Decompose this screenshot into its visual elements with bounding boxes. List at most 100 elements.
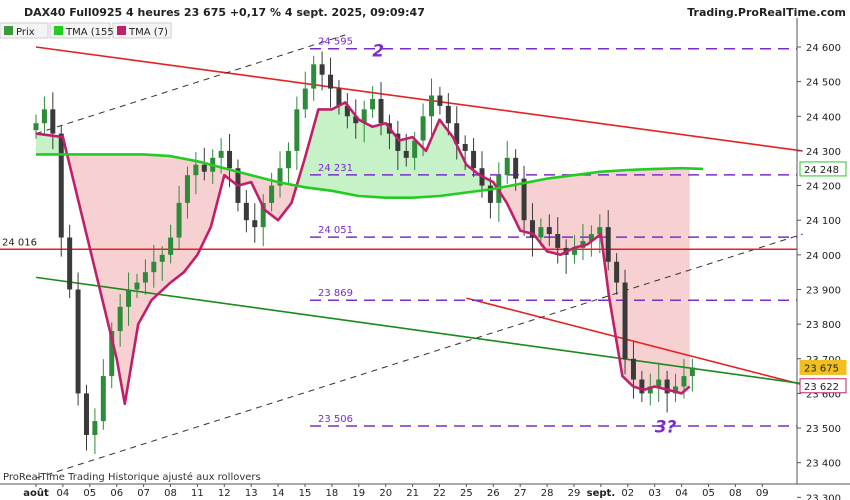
candle-body [319, 64, 325, 75]
x-tick-label: 11 [191, 488, 204, 499]
candle-body [336, 88, 342, 106]
candle-body [193, 164, 199, 176]
candle-body [109, 331, 115, 377]
legend-item-tma155[interactable] [49, 22, 111, 39]
series-line-1 [36, 153, 704, 199]
legend-swatch-prix [4, 26, 13, 35]
x-tick-label: 04 [675, 488, 688, 499]
price-tag-box [799, 161, 847, 177]
x-tick-label: 21 [406, 488, 419, 499]
candle-body [622, 282, 628, 359]
level-label: 23 869 [318, 288, 353, 299]
y-tick-label: 24 500 [806, 78, 841, 89]
candle-body [546, 227, 552, 235]
candle-body [75, 289, 81, 394]
legend: Prix TMA (155) TMA (7) [0, 22, 172, 39]
candle-body [370, 98, 376, 110]
candle-body [538, 227, 544, 238]
candle-body [176, 202, 182, 238]
x-tick-label: 08 [729, 488, 742, 499]
x-tick-label: sept. [587, 488, 615, 499]
candle-body [67, 237, 73, 290]
candle-body [487, 185, 493, 203]
x-tick-label: 27 [514, 488, 527, 499]
y-tick-label: 23 400 [806, 459, 841, 470]
y-tick-label: 24 000 [806, 251, 841, 262]
candle-body [664, 379, 670, 394]
candle-body [168, 237, 174, 255]
y-tick-label: 24 600 [806, 43, 841, 54]
y-tick-label: 23 600 [806, 389, 841, 400]
candle-body [462, 143, 468, 151]
candle-body [614, 261, 620, 283]
x-tick-label: 28 [541, 488, 554, 499]
y-tick-label: 24 400 [806, 112, 841, 123]
chart-lines [0, 34, 803, 479]
candle-body [117, 306, 123, 332]
candle-body [50, 109, 56, 134]
candle-body [344, 105, 350, 117]
x-tick-label: 02 [621, 488, 634, 499]
price-tag-box [799, 378, 847, 394]
x-tick-label: 25 [460, 488, 473, 499]
x-tick-label: 19 [352, 488, 365, 499]
x-tick-label: 26 [487, 488, 500, 499]
y-tick-label: 23 500 [806, 424, 841, 435]
candle-body [142, 272, 148, 283]
candle-body [555, 234, 561, 248]
trendline-1 [466, 297, 803, 386]
level-label: 24 051 [318, 225, 353, 236]
candle-body [201, 164, 207, 172]
series-line-0 [35, 101, 691, 406]
candle-body [353, 116, 359, 124]
candle-body [58, 133, 64, 238]
x-tick-label: 12 [218, 488, 231, 499]
candle-body [83, 393, 89, 435]
x-tick-label: 15 [299, 488, 312, 499]
candle-body [445, 105, 451, 124]
trendline-4 [35, 233, 803, 479]
price-tag-label: 23 622 [804, 382, 839, 393]
x-tick-label: 13 [245, 488, 258, 499]
x-tick-label: 05 [702, 488, 715, 499]
horizontal-line-label: 24 016 [2, 237, 37, 248]
legend-label-prix: Prix [16, 27, 35, 38]
wave-annotation: 3? [655, 417, 677, 437]
candle-body [33, 123, 39, 131]
candle-body [513, 157, 519, 179]
y-tick-label: 24 300 [806, 147, 841, 158]
x-tick-label: 20 [379, 488, 392, 499]
candle-body [454, 123, 460, 144]
legend-swatch-tma7 [117, 26, 126, 35]
chart-labels: 24 016 24 595 24 231 24 051 23 869 23 506 24 2… [2, 37, 847, 437]
candle-body [504, 157, 510, 176]
y-tick-label: 23 300 [806, 493, 841, 500]
candle-body [151, 261, 157, 273]
candle-body [572, 247, 578, 255]
candle-body [437, 95, 443, 106]
candle-body [471, 150, 477, 169]
price-tag-box [799, 359, 847, 375]
candle-body [269, 185, 275, 203]
candle-body [673, 386, 679, 394]
wave-annotation: 2 [372, 41, 384, 61]
candle-body [588, 234, 594, 241]
x-tick-label: 09 [756, 488, 769, 499]
indicator-series [35, 101, 704, 406]
candle-body [252, 220, 258, 228]
candle-body [605, 227, 611, 262]
candle-body [100, 376, 106, 422]
cloud-fills [36, 102, 690, 404]
price-tag-label: 24 248 [804, 165, 839, 176]
level-label: 24 231 [318, 163, 353, 174]
candle-body [311, 64, 317, 89]
candle-body [681, 376, 687, 387]
x-tick-label: 22 [433, 488, 446, 499]
trendline-2 [35, 276, 803, 385]
legend-swatch-tma155 [54, 26, 63, 35]
candle-body [294, 109, 300, 151]
legend-item-tma7[interactable] [112, 22, 172, 39]
x-tick-label: 07 [137, 488, 150, 499]
